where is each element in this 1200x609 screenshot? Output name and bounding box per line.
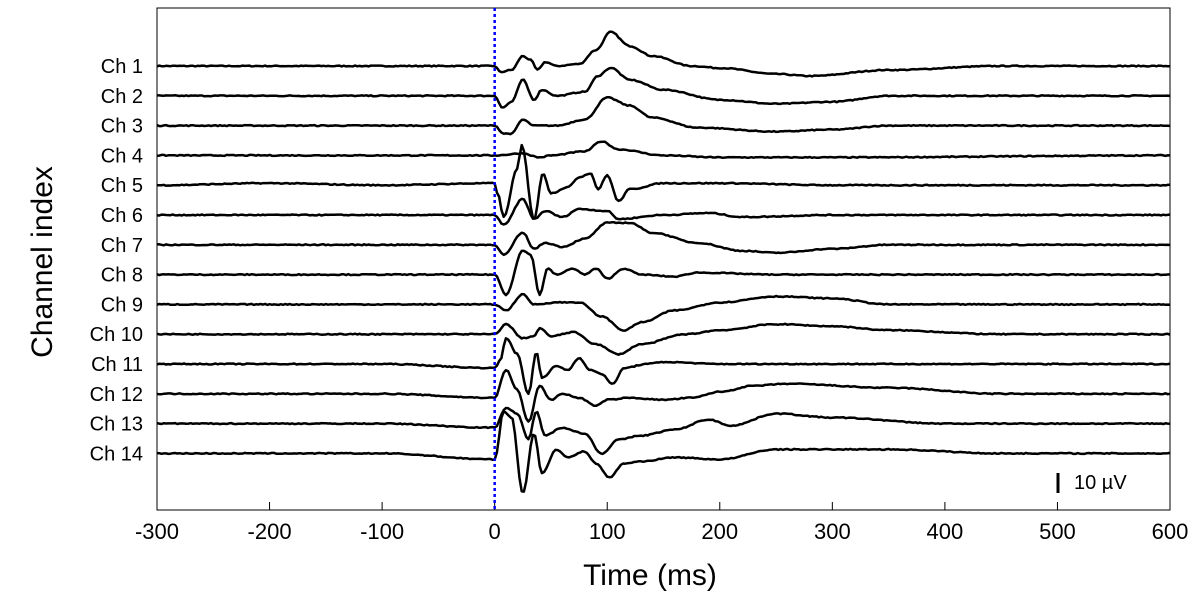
channel-label: Ch 11 [91,354,143,376]
trace-ch-4 [156,140,1171,160]
trace-ch-10 [156,322,1171,356]
trace-ch-12 [156,368,1171,423]
scale-bar-label: 10 µV [1074,472,1127,494]
trace-ch-5 [157,143,1171,220]
channel-label: Ch 2 [101,86,143,108]
trace-ch-13 [156,406,1171,456]
channel-label: Ch 13 [90,414,143,436]
trace-ch-6 [156,197,1171,226]
x-tick-label: 200 [701,519,738,544]
trace-ch-1 [156,30,1170,78]
channel-label: Ch 5 [101,175,143,197]
x-tick-label: -300 [135,519,179,544]
x-tick-label: -100 [360,519,404,544]
x-tick-label: 300 [814,519,851,544]
channel-label: Ch 7 [101,235,143,257]
channel-label: Ch 4 [101,145,143,167]
x-axis-label: Time (ms) [583,559,717,592]
x-tick-label: -200 [248,519,292,544]
channel-label: Ch 12 [90,384,143,406]
x-tick-label: 500 [1039,519,1076,544]
x-tick-label: 100 [589,519,626,544]
trace-ch-9 [156,292,1171,332]
channel-label: Ch 9 [101,294,143,316]
trace-ch-3 [156,95,1171,136]
x-tick-label: 0 [489,519,501,544]
channel-label: Ch 3 [101,116,143,138]
x-tick-label: 600 [1152,519,1189,544]
trace-ch-11 [156,337,1171,396]
plot-frame [156,7,1171,511]
channel-label: Ch 8 [101,265,143,287]
channel-label: Ch 10 [90,324,143,346]
trace-ch-2 [157,66,1171,109]
trace-ch-14 [156,410,1171,493]
x-tick-label: 400 [927,519,964,544]
channel-label: Ch 14 [90,443,143,465]
channel-label: Ch 6 [101,205,143,227]
channel-label: Ch 1 [101,56,143,78]
y-axis-label: Channel index [26,166,59,358]
trace-ch-7 [156,221,1171,257]
trace-ch-8 [156,249,1171,297]
